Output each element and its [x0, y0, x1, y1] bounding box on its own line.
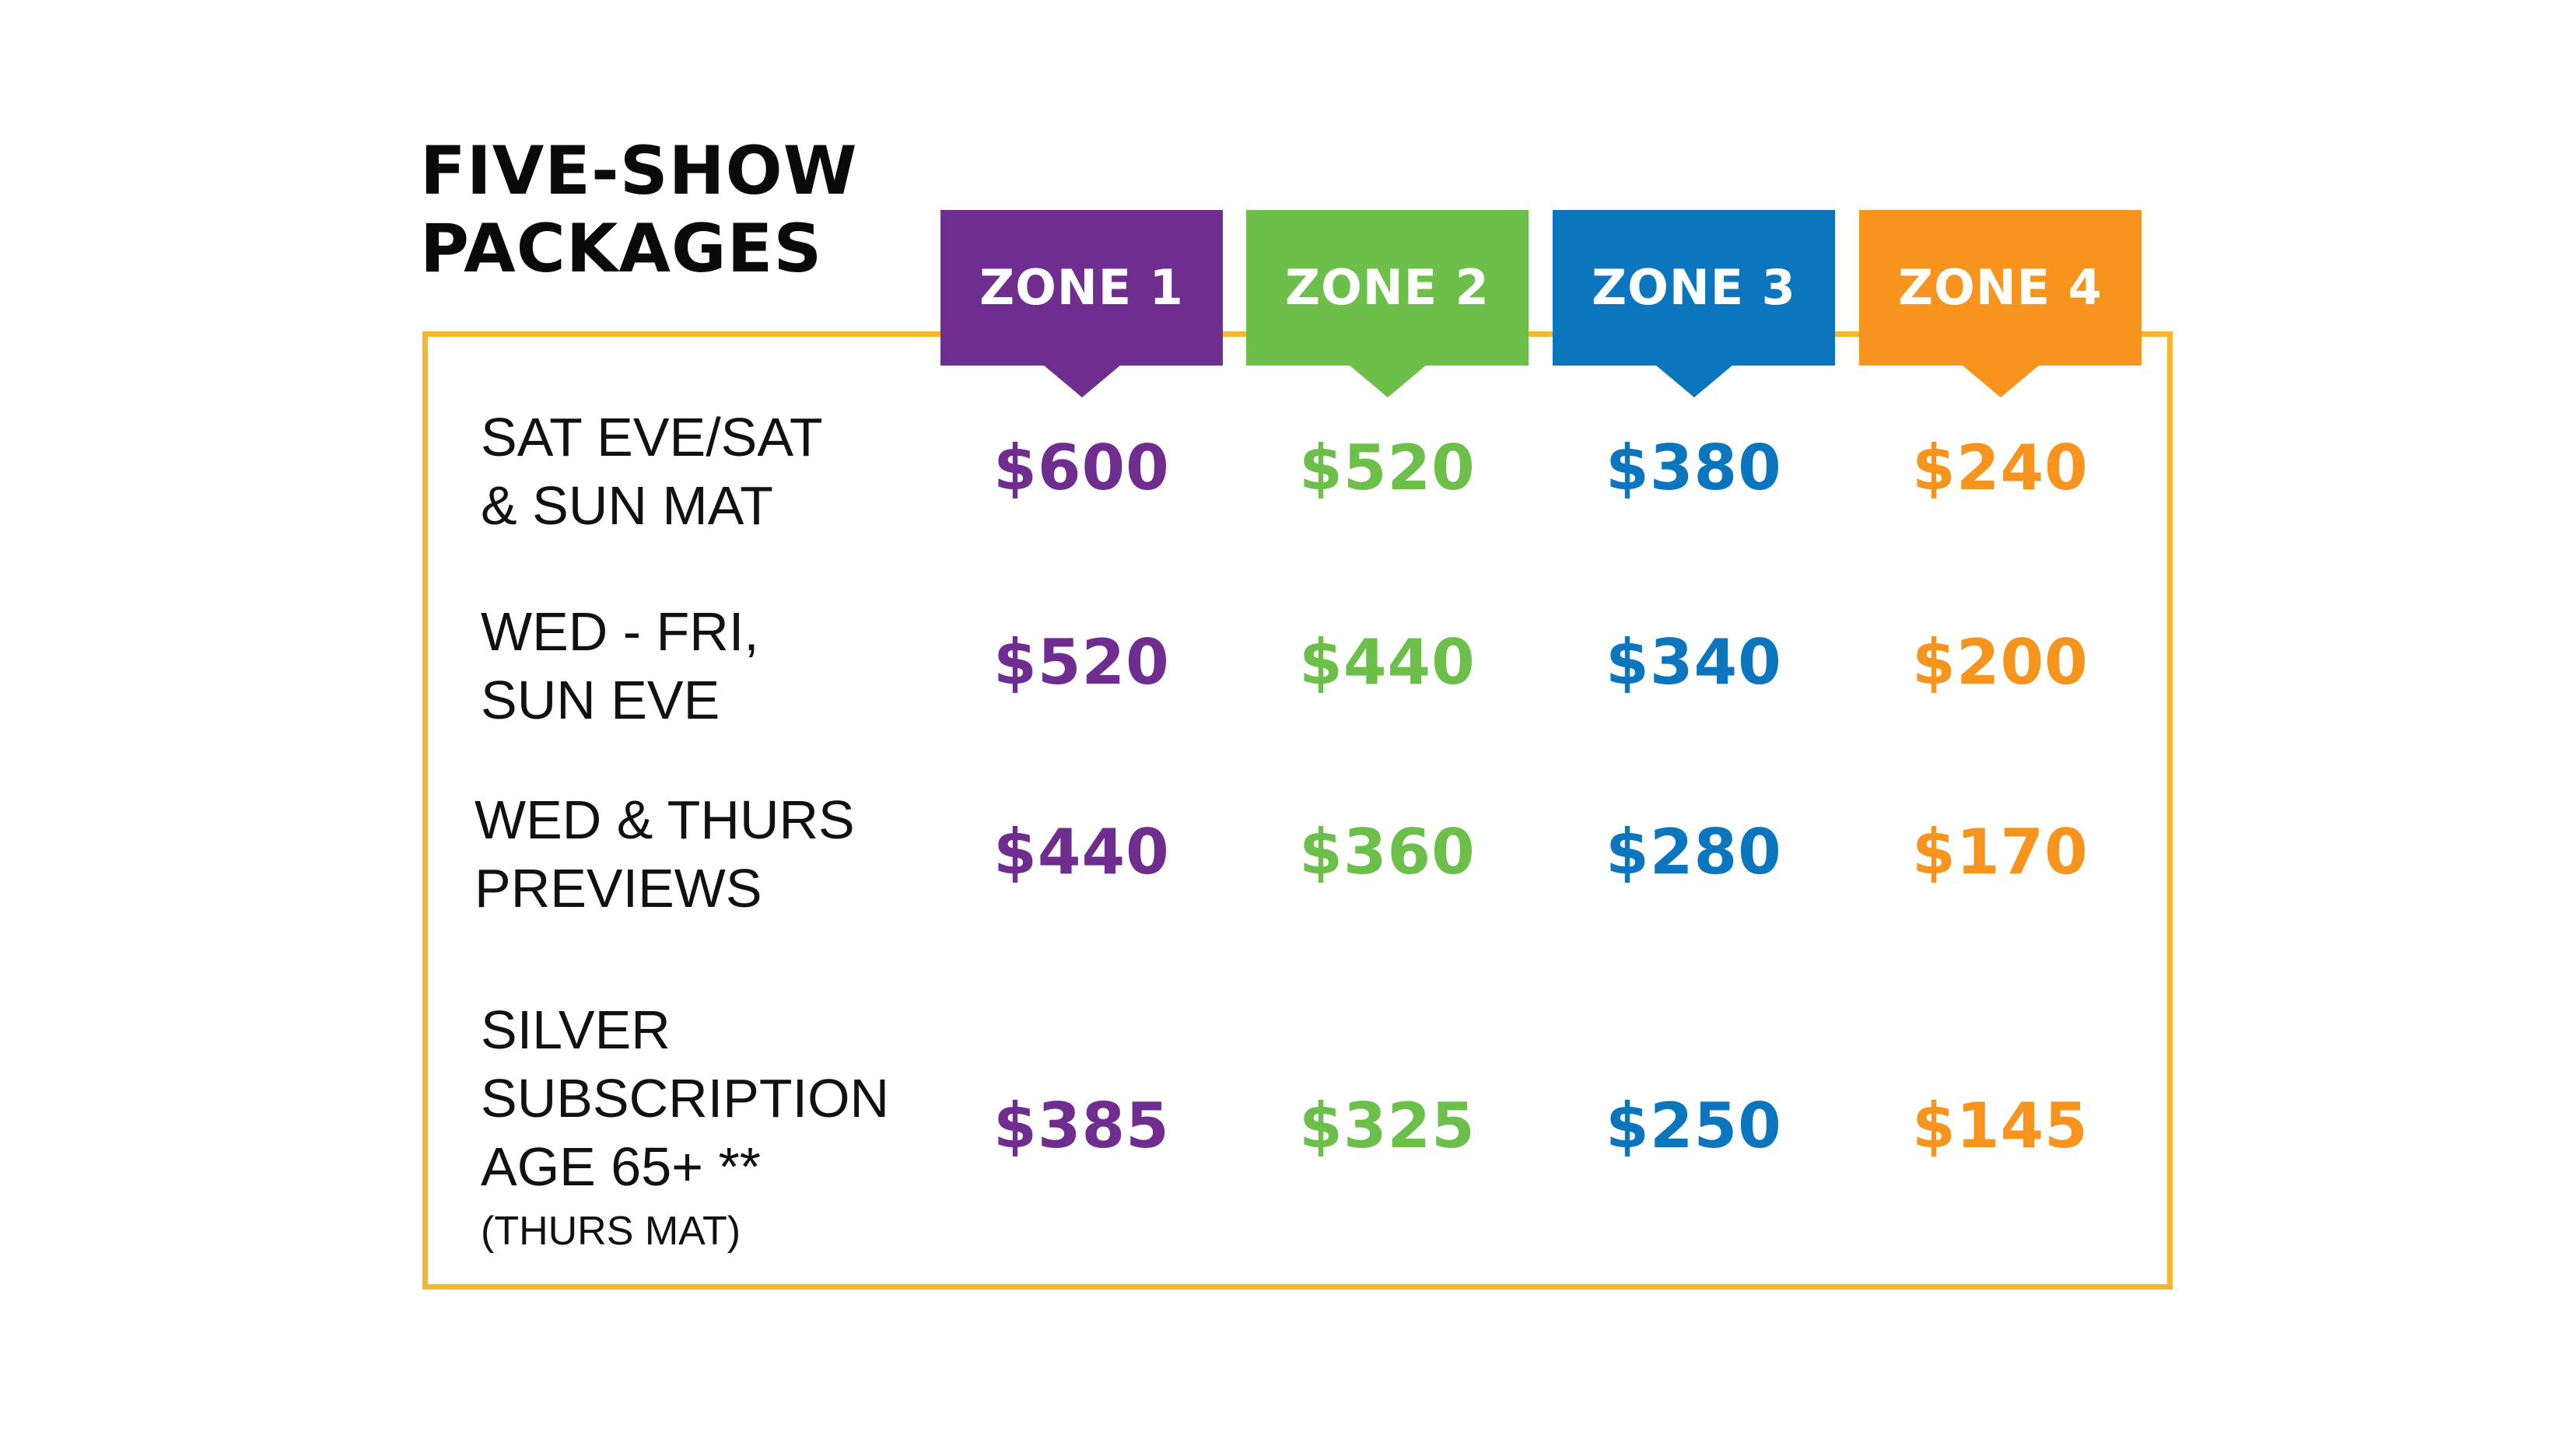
zone-1-pointer [1042, 365, 1121, 397]
row-label-wed-fri: WED - FRI, SUN EVE [481, 597, 759, 734]
zone-4-pointer [1961, 365, 2040, 397]
price-row-1-zone-1: $600 [993, 432, 1170, 504]
price-row-1-zone-2: $520 [1299, 432, 1476, 504]
row-4-note: (THURS MAT) [481, 1209, 741, 1254]
price-row-4-zone-2: $325 [1299, 1090, 1476, 1162]
zone-4-label: ZONE 4 [1898, 259, 2103, 316]
price-row-2-zone-4: $200 [1912, 626, 2089, 698]
price-row-4-zone-4: $145 [1912, 1090, 2089, 1162]
row-2-label-line-1: WED - FRI, [481, 601, 759, 662]
row-1-label-line-1: SAT EVE/SAT [481, 407, 823, 467]
price-row-3-zone-3: $280 [1606, 816, 1782, 888]
row-1-label-line-2: & SUN MAT [481, 475, 773, 536]
zone-3-header: ZONE 3 [1553, 210, 1835, 397]
row-4-label-line-1: SILVER [481, 999, 671, 1060]
row-2-label-line-2: SUN EVE [481, 670, 720, 730]
price-row-1-zone-3: $380 [1606, 432, 1782, 504]
row-label-silver-subscription: SILVER SUBSCRIPTION AGE 65+ ** (THURS MA… [481, 996, 889, 1262]
row-label-sat-eve: SAT EVE/SAT & SUN MAT [481, 403, 823, 540]
row-3-label-line-2: PREVIEWS [475, 858, 762, 919]
page-title: FIVE-SHOW PACKAGES [420, 132, 858, 288]
zone-2-header: ZONE 2 [1246, 210, 1529, 397]
zone-1-label: ZONE 1 [979, 259, 1184, 316]
zone-2-label: ZONE 2 [1285, 259, 1490, 316]
row-label-previews: WED & THURS PREVIEWS [475, 786, 855, 922]
price-row-3-zone-1: $440 [993, 816, 1170, 888]
price-row-2-zone-1: $520 [993, 626, 1170, 698]
price-row-3-zone-2: $360 [1299, 816, 1476, 888]
title-line-2: PACKAGES [420, 210, 823, 288]
title-line-1: FIVE-SHOW [420, 132, 858, 210]
price-row-1-zone-4: $240 [1912, 432, 2089, 504]
zone-2-pointer [1348, 365, 1427, 397]
row-3-label-line-1: WED & THURS [475, 789, 855, 850]
zone-4-header: ZONE 4 [1859, 210, 2141, 397]
price-row-4-zone-1: $385 [993, 1090, 1170, 1162]
row-4-label-line-3: AGE 65+ ** [481, 1136, 761, 1197]
zone-3-label: ZONE 3 [1592, 259, 1796, 316]
price-row-2-zone-2: $440 [1299, 626, 1476, 698]
price-row-4-zone-3: $250 [1606, 1090, 1782, 1162]
zone-1-header: ZONE 1 [940, 210, 1223, 397]
price-row-2-zone-3: $340 [1606, 626, 1782, 698]
zone-3-pointer [1655, 365, 1733, 397]
price-row-3-zone-4: $170 [1912, 816, 2089, 888]
row-4-label-line-2: SUBSCRIPTION [481, 1068, 890, 1129]
